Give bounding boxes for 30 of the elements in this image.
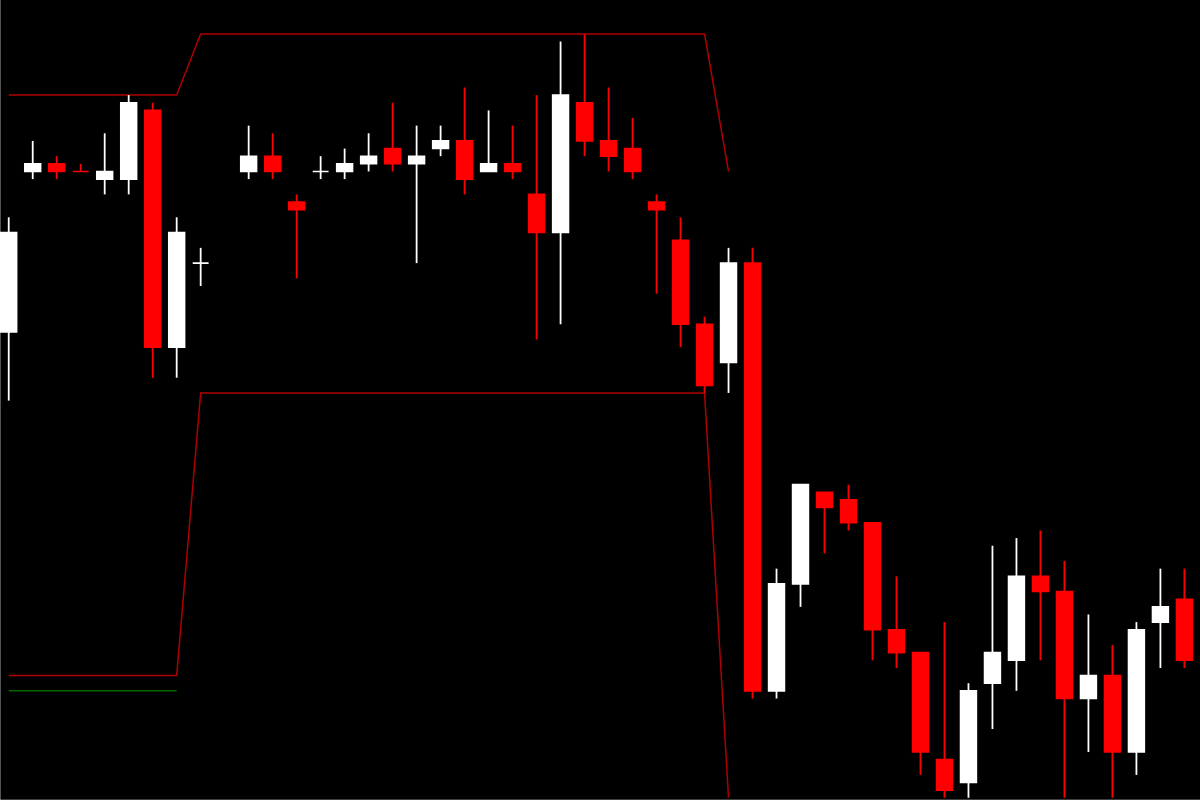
candlestick	[839, 483, 858, 532]
candlestick	[407, 124, 426, 265]
candlestick	[527, 94, 546, 341]
candlestick	[431, 124, 450, 158]
candlestick	[1151, 567, 1170, 669]
candlestick	[1079, 613, 1098, 753]
candlestick	[71, 163, 90, 173]
candlestick	[887, 575, 906, 669]
candlestick	[47, 155, 66, 181]
candlestick	[335, 147, 354, 181]
candlestick	[311, 155, 330, 181]
candlestick	[647, 193, 666, 295]
candlestick	[263, 132, 282, 181]
candlestick	[503, 124, 522, 181]
candlestick	[23, 140, 42, 181]
candlestick	[1031, 529, 1050, 662]
candlestick	[983, 544, 1002, 731]
candlestick	[623, 117, 642, 181]
candlestick	[575, 33, 594, 158]
candlestick	[455, 86, 474, 196]
candlestick	[287, 193, 306, 280]
candlestick	[239, 124, 258, 181]
candlestick	[815, 491, 834, 555]
candlestick	[95, 132, 114, 196]
candlestick	[359, 132, 378, 173]
candlestick	[383, 101, 402, 173]
candlestick	[935, 621, 954, 799]
candlestick	[599, 86, 618, 173]
candlestick	[191, 247, 210, 288]
candlestick	[479, 109, 498, 173]
